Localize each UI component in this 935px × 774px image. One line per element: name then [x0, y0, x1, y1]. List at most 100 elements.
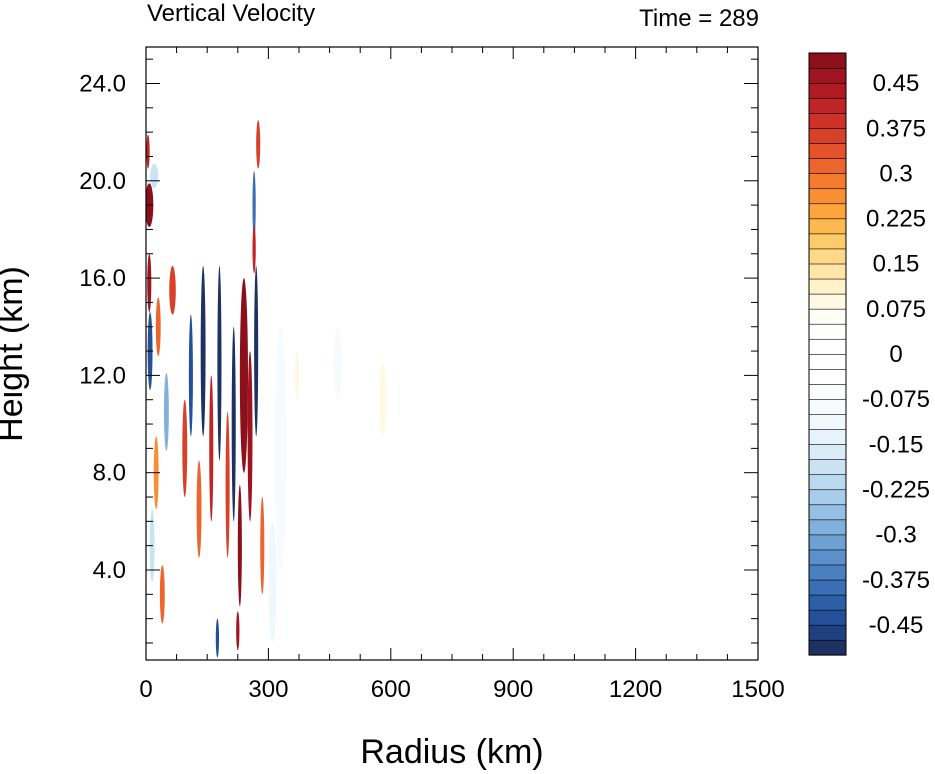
colorbar-swatch-33 [808, 143, 847, 159]
colorbar-swatch-4 [808, 579, 847, 596]
velocity-cell-27 [215, 618, 220, 658]
velocity-cell-24 [256, 119, 261, 169]
colorbar-label-12: 0.45 [873, 70, 920, 97]
colorbar-swatch-39 [808, 52, 847, 69]
velocity-cell-26 [260, 497, 265, 595]
velocity-cell-22 [254, 265, 259, 437]
velocity-cell-11 [188, 314, 193, 437]
x-tick-label-1: 300 [248, 676, 288, 703]
colorbar-frame [808, 52, 847, 656]
x-tick-label-5: 1500 [731, 676, 784, 703]
y-tick-label-2: 12.0 [79, 362, 126, 389]
velocity-cell-16 [217, 265, 222, 461]
velocity-cell-18 [231, 326, 236, 522]
colorbar-label-9: 0.225 [866, 206, 926, 233]
colorbar-swatch-16 [808, 398, 847, 415]
velocity-cell-25 [252, 224, 256, 274]
velocity-cell-6 [155, 297, 161, 356]
colorbar-label-10: 0.3 [879, 160, 912, 187]
y-axis: 4.0 8.0 12.0 16.0 20.0 24.0 [79, 58, 758, 644]
colorbar-label-1: -0.375 [862, 567, 930, 594]
colorbar-label-3: -0.225 [862, 476, 930, 503]
velocity-cell-4 [169, 265, 176, 315]
velocity-cell-17 [225, 411, 230, 558]
velocity-cell-12 [182, 399, 188, 498]
plot-background [146, 47, 758, 660]
colorbar-swatch-11 [808, 474, 847, 491]
colorbar-swatch-29 [808, 203, 847, 220]
velocity-cell-1 [146, 134, 150, 169]
colorbar-swatch-26 [808, 248, 847, 265]
velocity-cell-29 [274, 326, 287, 570]
colorbar-swatch-3 [808, 594, 847, 611]
x-tick-label-0: 0 [139, 676, 152, 703]
velocity-cell-7 [163, 372, 169, 451]
colorbar-swatch-27 [808, 233, 847, 250]
velocity-cell-28 [236, 611, 240, 651]
colorbar-swatch-6 [808, 549, 847, 566]
x-tick-label-4: 1200 [609, 676, 662, 703]
colorbar-swatch-19 [808, 353, 847, 370]
colorbar-label-7: 0.075 [866, 296, 926, 323]
colorbar-swatch-37 [808, 82, 847, 99]
velocity-cell-3 [147, 253, 152, 313]
colorbar-swatch-38 [808, 67, 847, 84]
colorbar-label-11: 0.375 [866, 115, 926, 142]
colorbar-swatch-23 [808, 293, 847, 310]
velocity-cell-21 [247, 351, 253, 522]
plot-area [146, 47, 758, 660]
x-axis: 0 300 600 900 1200 1500 [139, 47, 785, 703]
colorbar-swatch-13 [808, 443, 847, 460]
colorbar-swatch-31 [808, 173, 847, 190]
colorbar-swatch-14 [808, 428, 847, 445]
colorbar-swatch-20 [808, 338, 847, 355]
colorbar-swatch-35 [808, 112, 847, 129]
colorbar-label-0: -0.45 [869, 612, 924, 639]
y-tick-label-4: 20.0 [79, 168, 126, 195]
colorbar-label-4: -0.15 [869, 431, 924, 458]
y-tick-label-0: 4.0 [93, 557, 126, 584]
velocity-cell-15 [209, 375, 214, 522]
colorbar-swatch-15 [808, 413, 847, 430]
velocity-cell-19 [239, 278, 248, 473]
velocity-cell-14 [196, 460, 202, 558]
colorbar-label-6: 0 [889, 341, 902, 368]
colorbar-label-8: 0.15 [873, 251, 920, 278]
x-axis-label: Radius (km) [360, 733, 543, 771]
y-tick-label-1: 8.0 [93, 460, 126, 487]
x-tick-label-2: 600 [371, 676, 411, 703]
colorbar-swatch-10 [808, 489, 847, 506]
y-tick-label-5: 24.0 [79, 70, 126, 97]
velocity-cell-2 [150, 163, 159, 189]
velocity-cell-32 [379, 363, 386, 437]
colorbar-swatch-5 [808, 564, 847, 581]
colorbar-swatch-34 [808, 127, 847, 144]
colorbar-swatch-8 [808, 519, 847, 536]
velocity-cell-20 [237, 484, 242, 607]
velocity-cell-13 [200, 265, 206, 437]
velocity-cell-30 [268, 521, 277, 643]
colorbar-swatch-25 [808, 263, 847, 280]
colorbar-swatch-7 [808, 534, 847, 551]
colorbar-swatch-22 [808, 308, 847, 325]
colorbar: -0.45 -0.375 -0.3 -0.225 -0.15 -0.075 0 0.075 0.… [808, 52, 930, 656]
velocity-cell-33 [333, 326, 342, 400]
y-axis-label: Height (km) [0, 266, 30, 442]
velocity-cell-10 [159, 565, 165, 624]
colorbar-label-5: -0.075 [862, 386, 930, 413]
colorbar-label-2: -0.3 [875, 522, 916, 549]
colorbar-swatch-30 [808, 188, 847, 205]
colorbar-swatch-36 [808, 97, 847, 114]
velocity-cell-23 [252, 171, 256, 240]
colorbar-swatch-32 [808, 158, 847, 175]
x-tick-label-3: 900 [493, 676, 533, 703]
colorbar-swatch-18 [808, 368, 847, 385]
colorbar-swatch-17 [808, 383, 847, 400]
colorbar-swatch-9 [808, 504, 847, 521]
colorbar-swatch-21 [808, 323, 847, 340]
colorbar-swatch-12 [808, 459, 847, 476]
colorbar-swatch-24 [808, 278, 847, 295]
colorbar-swatch-1 [808, 624, 847, 641]
colorbar-swatch-2 [808, 609, 847, 626]
